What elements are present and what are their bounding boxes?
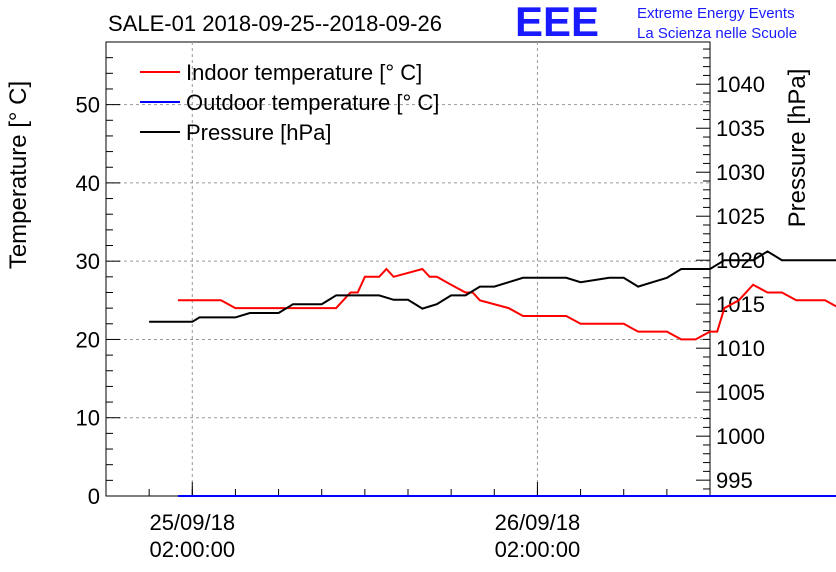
y2-tick-label: 1035 [716, 116, 765, 141]
x-tick-time: 02:00:00 [495, 537, 581, 562]
legend-label: Outdoor temperature [° C] [186, 90, 439, 115]
legend-label: Pressure [hPa] [186, 120, 332, 145]
y-tick-label: 50 [76, 93, 100, 118]
y-tick-label: 20 [76, 327, 100, 352]
legend-label: Indoor temperature [° C] [186, 60, 422, 85]
x-tick-date: 25/09/18 [149, 510, 235, 535]
indoor-temperature-line [177, 267, 836, 341]
eee-logo: EEE [515, 0, 600, 45]
legend: Indoor temperature [° C] Outdoor temperat… [140, 60, 439, 145]
y2-tick-label: 995 [716, 468, 753, 493]
y2-tick-label: 1010 [716, 336, 765, 361]
x-tick-time: 02:00:00 [149, 537, 235, 562]
grid [106, 42, 710, 496]
y-tick-label: 30 [76, 249, 100, 274]
y2-axis-label: Pressure [hPa] [784, 69, 811, 228]
y2-tick-label: 1030 [716, 160, 765, 185]
y2-tick-label: 1005 [716, 380, 765, 405]
logo-line-1: Extreme Energy Events [637, 5, 795, 22]
pressure-line [149, 250, 836, 323]
y2-tick-label: 1025 [716, 204, 765, 229]
y-tick-label: 40 [76, 171, 100, 196]
y-tick-label: 0 [88, 484, 100, 509]
y-axis-label: Temperature [° C] [5, 81, 32, 269]
series-layer [149, 250, 836, 497]
y2-tick-label: 1000 [716, 424, 765, 449]
y2-tick-label: 1040 [716, 72, 765, 97]
y2-tick-label: 1015 [716, 292, 765, 317]
chart-title: SALE-01 2018-09-25--2018-09-26 [108, 11, 442, 36]
x-tick-date: 26/09/18 [495, 510, 581, 535]
logo-line-2: La Scienza nelle Scuole [637, 25, 798, 42]
temperature-axis: 0 10 20 30 40 50 [76, 41, 120, 509]
y-tick-label: 10 [76, 406, 100, 431]
